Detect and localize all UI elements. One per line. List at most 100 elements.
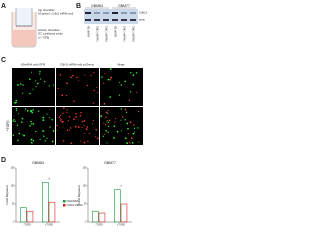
cell (85, 128, 88, 131)
y-tick-label: 0 (85, 222, 87, 224)
cell (107, 109, 109, 112)
label: top chamber (38, 8, 55, 12)
bar (48, 201, 56, 223)
cell (114, 121, 116, 123)
band (112, 19, 118, 21)
band (94, 12, 100, 14)
cell (70, 69, 72, 71)
cell (135, 72, 138, 74)
cell (107, 112, 109, 114)
cell (102, 135, 104, 137)
cell (106, 142, 108, 144)
cell (124, 137, 127, 140)
cell (72, 74, 74, 77)
cell (84, 132, 86, 134)
cell (126, 142, 129, 145)
cell (31, 111, 34, 114)
cell (32, 88, 34, 90)
cell (118, 94, 121, 96)
cell (83, 141, 86, 144)
cell (42, 119, 45, 122)
cell (21, 117, 24, 120)
cell (120, 84, 123, 86)
cell (128, 99, 130, 101)
cell (43, 135, 45, 137)
cell (63, 107, 65, 109)
bar (42, 182, 49, 223)
micrograph (100, 68, 143, 106)
cell (133, 127, 136, 129)
cell (65, 82, 67, 84)
cell (67, 120, 69, 122)
cell (16, 124, 19, 126)
cell (70, 127, 72, 129)
cell (108, 119, 111, 122)
cell (12, 120, 15, 122)
legend-swatch (63, 204, 66, 207)
cell (133, 124, 135, 126)
y-axis-label: Cells Migrated (5, 185, 9, 205)
cell (120, 119, 122, 121)
column-label: Merge (117, 64, 125, 67)
cell (107, 121, 109, 123)
cell (14, 120, 16, 122)
cell (100, 115, 103, 118)
panel-letter: C (1, 57, 6, 64)
cell (29, 78, 31, 81)
cell (70, 76, 72, 79)
x-tick-label: +TGFβ (117, 224, 125, 227)
cell (57, 87, 59, 89)
cell (104, 73, 106, 75)
cell (110, 76, 113, 79)
cell (62, 112, 64, 114)
cell (132, 132, 135, 135)
cell (66, 82, 68, 85)
cell (14, 101, 16, 104)
cell (32, 122, 35, 125)
band (130, 19, 136, 21)
cell (58, 116, 61, 118)
cell (51, 119, 53, 121)
cell (36, 82, 39, 85)
cell (132, 74, 135, 76)
cell (15, 101, 17, 103)
bar (20, 207, 27, 223)
cell (92, 102, 95, 104)
cell (77, 126, 80, 128)
cell (49, 126, 51, 128)
cell (39, 138, 41, 140)
cell (104, 133, 106, 135)
cell (41, 130, 44, 132)
cell (105, 116, 107, 118)
cell (76, 76, 78, 79)
cell (56, 129, 58, 131)
cell (133, 131, 135, 133)
cell (109, 96, 111, 98)
x-tick-label: -TGFβ (23, 224, 31, 227)
cell (22, 134, 24, 136)
band-label: Cdh11 (139, 11, 147, 15)
cell (15, 108, 18, 110)
cell (61, 120, 64, 123)
y-axis-label: Cells Migrated (77, 185, 81, 205)
cell (30, 138, 32, 141)
cell (125, 111, 128, 113)
cell (124, 80, 126, 83)
cell (30, 141, 33, 144)
chart-title: GBM83 (32, 161, 44, 165)
y-tick-label: 100 (11, 186, 16, 188)
cell (23, 134, 25, 137)
cell (92, 119, 95, 122)
significance: * (48, 176, 50, 181)
cell (105, 111, 108, 114)
band (112, 12, 118, 14)
lane-label: Cdh11 shRNA1 (122, 26, 125, 43)
lane-label: Cdh11 shRNA2 (131, 26, 134, 43)
cell (80, 111, 82, 114)
transwell-schematic (11, 8, 37, 48)
cell (95, 136, 97, 138)
cell (122, 116, 124, 118)
cell (42, 130, 45, 132)
x-tick-label: -TGFβ (95, 224, 103, 227)
label: bottom chamber (38, 28, 60, 32)
